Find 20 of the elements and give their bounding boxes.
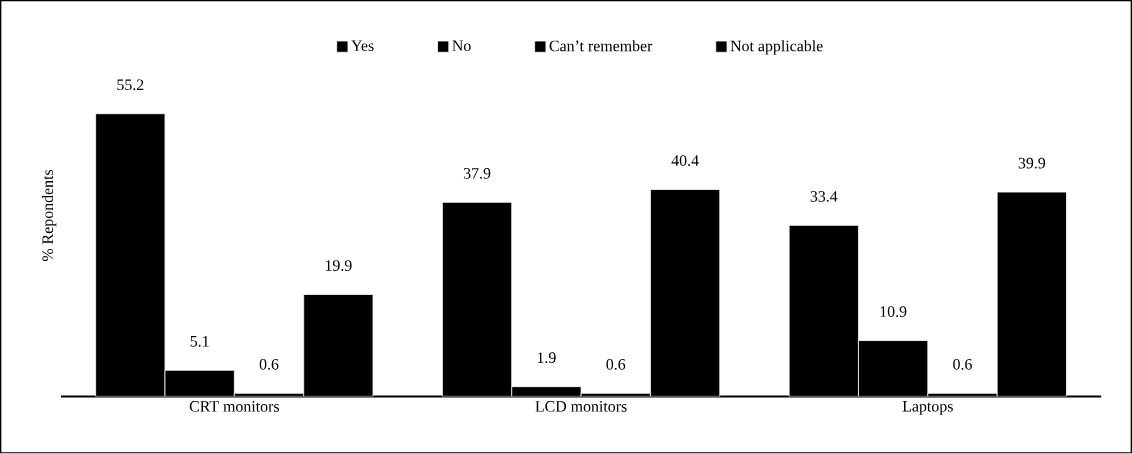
- data-label: 55.2: [117, 79, 144, 91]
- data-label: 40.4: [671, 155, 699, 167]
- data-label: 39.9: [1018, 157, 1046, 169]
- data-label: 1.9: [537, 352, 556, 364]
- data-label: 33.4: [810, 191, 838, 203]
- data-label: 0.6: [259, 359, 279, 370]
- y-axis-title: % Repondents: [41, 170, 57, 262]
- x-tick-label: Laptops: [902, 401, 953, 416]
- legend-label: Not applicable: [730, 40, 823, 55]
- legend-label: No: [452, 40, 471, 52]
- data-label: 5.1: [190, 336, 209, 347]
- data-label: 19.9: [325, 260, 352, 272]
- data-label: 10.9: [880, 306, 907, 318]
- data-label: 37.9: [463, 168, 491, 179]
- data-label: 0.6: [953, 359, 972, 370]
- x-tick-label: CRT monitors: [189, 401, 279, 412]
- legend-label: Yes: [351, 40, 374, 52]
- x-tick-label: LCD monitors: [535, 401, 627, 412]
- legend-label: Can’t remember: [549, 40, 653, 52]
- data-label: 0.6: [606, 359, 626, 370]
